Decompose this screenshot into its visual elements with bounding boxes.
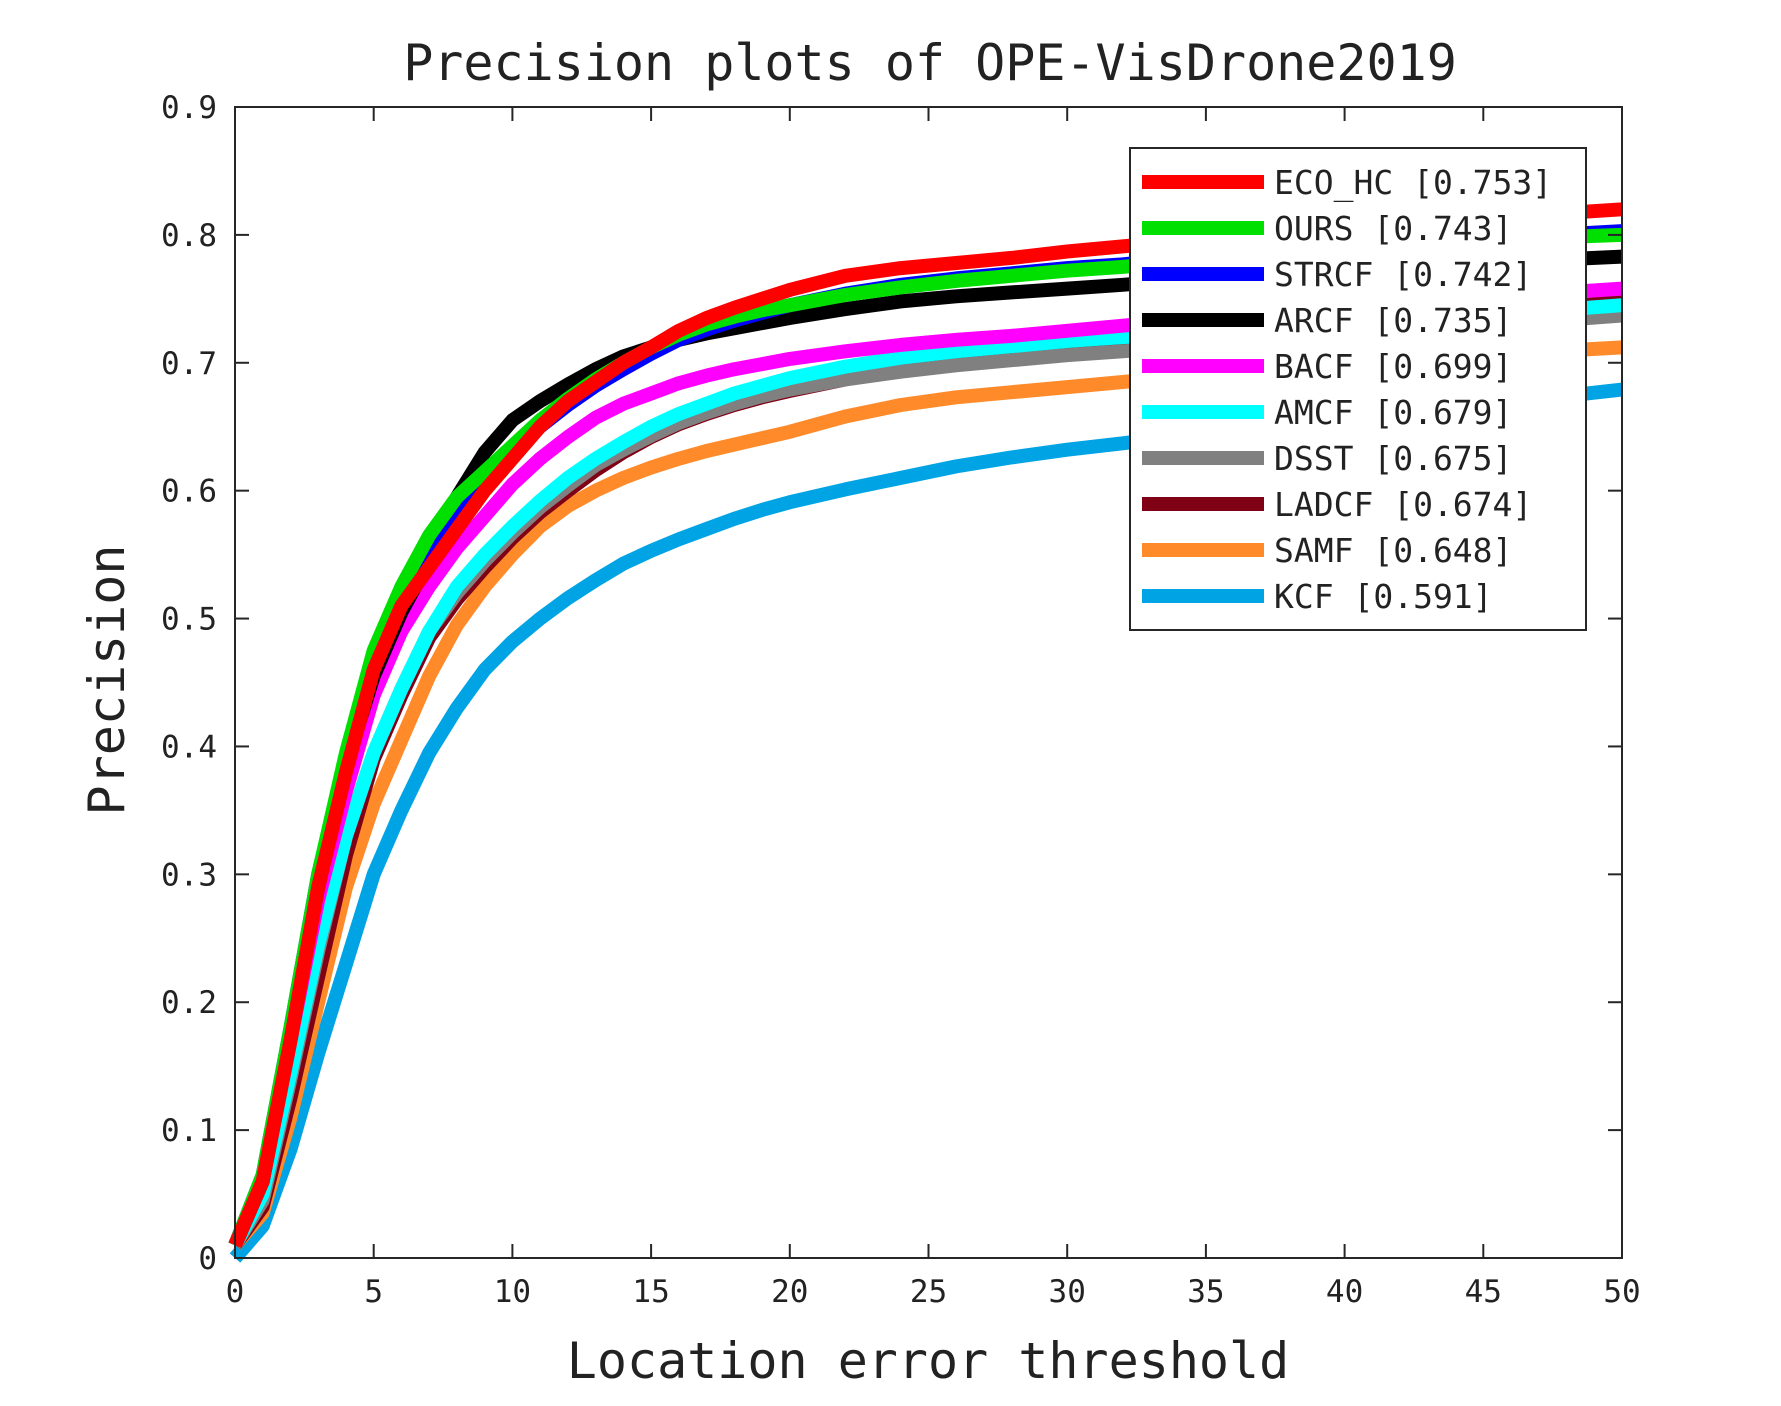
y-tick-label: 0.5 <box>161 602 217 638</box>
legend-label: ARCF [0.735] <box>1274 301 1512 340</box>
x-tick-label: 0 <box>226 1274 245 1310</box>
y-tick-label: 0.4 <box>161 729 217 765</box>
x-tick-label: 20 <box>771 1274 808 1310</box>
x-tick-label: 35 <box>1187 1274 1224 1310</box>
x-tick-label: 30 <box>1049 1274 1086 1310</box>
x-tick-label: 50 <box>1603 1274 1640 1310</box>
x-tick-label: 5 <box>364 1274 383 1310</box>
y-axis-label: Precision <box>78 545 136 816</box>
y-tick-label: 0.8 <box>161 218 217 254</box>
x-tick-label: 15 <box>632 1274 669 1310</box>
x-tick-label: 40 <box>1326 1274 1363 1310</box>
y-tick-label: 0.6 <box>161 474 217 510</box>
y-tick-label: 0.1 <box>161 1113 217 1149</box>
y-tick-label: 0.3 <box>161 857 217 893</box>
series-line-eco-hc <box>228 202 1623 1248</box>
chart-title: Precision plots of OPE-VisDrone2019 <box>403 34 1457 92</box>
legend-label: STRCF [0.742] <box>1274 255 1532 294</box>
series-line-samf <box>229 340 1623 1250</box>
legend-label: ECO_HC [0.753] <box>1274 163 1552 203</box>
x-tick-label: 10 <box>494 1274 531 1310</box>
series-line-amcf <box>228 298 1623 1249</box>
series-line-kcf <box>229 382 1623 1263</box>
legend: ECO_HC [0.753] OURS [0.743] STRCF [0.742] A… <box>1129 147 1587 631</box>
legend-label: AMCF [0.679] <box>1274 393 1512 432</box>
legend-label: KCF [0.591] <box>1274 577 1493 616</box>
legend-label: BACF [0.699] <box>1274 347 1512 386</box>
x-tick-label: 25 <box>910 1274 947 1310</box>
x-tick-label: 45 <box>1465 1274 1502 1310</box>
plot-lines <box>228 202 1623 1263</box>
x-axis-label: Location error threshold <box>567 1332 1289 1390</box>
legend-label: DSST [0.675] <box>1274 439 1512 478</box>
y-tick-label: 0.7 <box>161 346 217 382</box>
y-tick-label: 0.2 <box>161 985 217 1021</box>
legend-label: SAMF [0.648] <box>1274 531 1512 570</box>
legend-label: LADCF [0.674] <box>1274 485 1532 524</box>
y-tick-label: 0 <box>198 1241 217 1277</box>
legend-label: OURS [0.743] <box>1274 209 1512 248</box>
axis-ticks: 0 5 10 15 20 25 30 35 40 45 50 0 0.1 0.2 0.3 0.4 0.5 0.6 0… <box>161 90 1641 1310</box>
y-tick-label: 0.9 <box>161 90 217 126</box>
